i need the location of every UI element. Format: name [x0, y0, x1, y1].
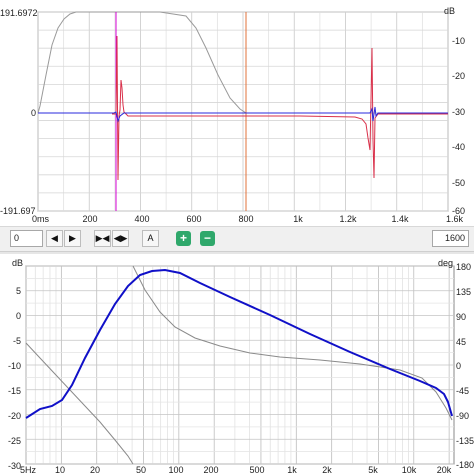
auto-scale-button[interactable]: A: [142, 230, 159, 247]
offset-input[interactable]: 0: [10, 230, 43, 247]
freq-tick: 500: [249, 465, 265, 475]
amplitude-zero-label: 0: [31, 108, 37, 118]
magnitude-curve: [25, 268, 453, 419]
freq-tick: 2k: [322, 465, 332, 475]
freq-tick: 200: [203, 465, 219, 475]
fr-db-tick: -30: [7, 461, 21, 471]
ir-db-tick: -30: [452, 107, 466, 117]
ir-db-unit: dB: [444, 6, 456, 16]
impulse-blue-trace: [38, 106, 448, 123]
ir-db-tick: -50: [452, 178, 466, 188]
ir-db-tick: -20: [452, 71, 466, 81]
ir-toolbar: 0 ◀ ▶ ▶◀ ◀▶ A + − 1600: [0, 226, 474, 252]
collapse-icon[interactable]: ▶◀: [94, 230, 111, 247]
fr-db-tick: -25: [7, 436, 21, 446]
freq-tick: 20: [89, 465, 101, 475]
freq-tick: 50: [135, 465, 147, 475]
impulse-response-plot[interactable]: [0, 0, 474, 226]
splitter[interactable]: [0, 252, 474, 254]
zoom-out-button[interactable]: −: [200, 231, 215, 246]
fr-db-tick: -15: [7, 386, 21, 396]
fr-deg-tick: 180: [456, 262, 472, 272]
fr-db-tick: -10: [7, 361, 21, 371]
freq-tick: 5k: [368, 465, 378, 475]
fr-db-tick: 0: [15, 311, 21, 321]
fr-deg-unit: deg: [438, 258, 454, 268]
time-tick: 600: [186, 214, 202, 224]
fr-deg-tick: -180: [456, 460, 474, 470]
time-tick: 1.4k: [391, 214, 409, 224]
time-tick: 800: [238, 214, 254, 224]
ir-db-tick: -10: [452, 36, 466, 46]
phase-curve: [25, 265, 453, 465]
impulse-grid: [37, 11, 449, 212]
amplitude-min-label: -191.697: [0, 206, 36, 216]
time-tick: 400: [134, 214, 150, 224]
fr-deg-tick: 45: [456, 337, 467, 347]
freq-tick: 10: [54, 465, 66, 475]
fr-deg-tick: 135: [456, 287, 472, 297]
length-input[interactable]: 1600: [432, 230, 469, 247]
expand-icon[interactable]: ◀▶: [112, 230, 129, 247]
fr-db-tick: -5: [12, 336, 21, 346]
fr-db-tick: -20: [7, 411, 21, 421]
impulse-red-trace: [112, 35, 448, 181]
fr-deg-tick: 0: [456, 361, 462, 371]
time-tick: 1k: [293, 214, 303, 224]
time-tick: 0ms: [32, 214, 50, 224]
fr-deg-tick: 90: [456, 312, 467, 322]
fr-deg-tick: -45: [456, 386, 470, 396]
freq-tick: 20k: [436, 465, 452, 475]
freq-tick: 100: [168, 465, 184, 475]
fr-deg-tick: -135: [456, 436, 474, 446]
time-tick: 1.2k: [339, 214, 357, 224]
ir-db-tick: -60: [452, 206, 466, 216]
triangle-left-icon[interactable]: ◀: [46, 230, 63, 247]
time-tick: 1.6k: [446, 214, 464, 224]
frequency-grid: [25, 265, 454, 465]
time-tick: 200: [82, 214, 98, 224]
window-envelope-curve: [37, 11, 247, 114]
zoom-in-button[interactable]: +: [176, 231, 191, 246]
fr-db-tick: 5: [15, 286, 21, 296]
fr-db-unit: dB: [12, 258, 24, 268]
freq-tick: 5Hz: [20, 465, 37, 475]
ir-db-tick: -40: [452, 142, 466, 152]
triangle-right-icon[interactable]: ▶: [64, 230, 81, 247]
amplitude-max-label: 191.6972: [0, 8, 38, 18]
freq-tick: 1k: [287, 465, 297, 475]
freq-tick: 10k: [401, 465, 417, 475]
fr-deg-tick: -90: [456, 411, 470, 421]
